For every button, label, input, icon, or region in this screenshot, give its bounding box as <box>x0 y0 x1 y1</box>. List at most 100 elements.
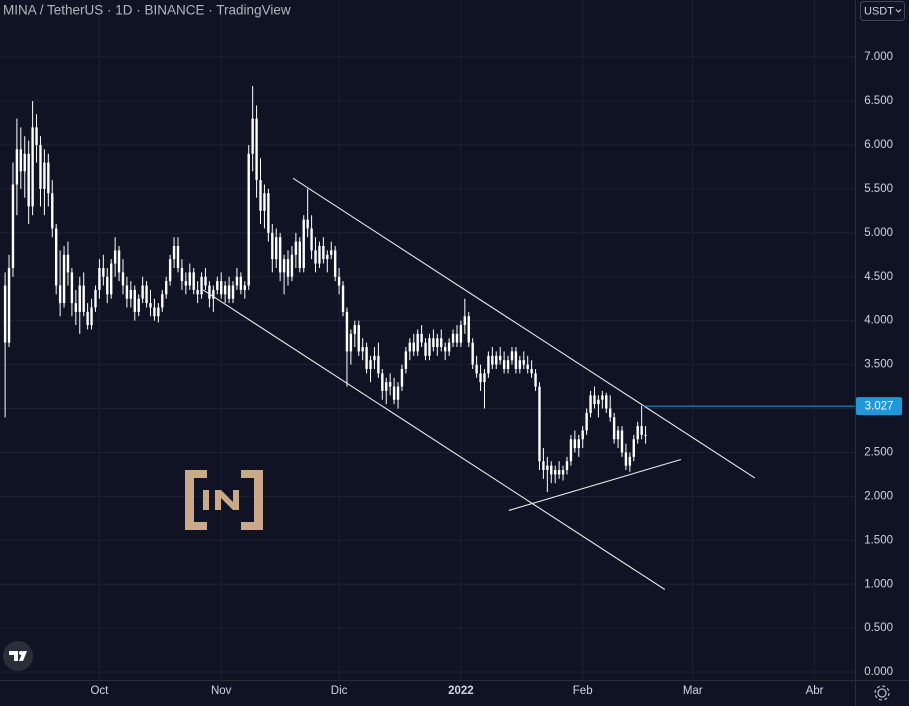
candle-body <box>290 254 294 277</box>
candle-body <box>243 285 246 290</box>
candle-body <box>165 281 168 295</box>
price-label: 3.027 <box>865 401 894 413</box>
y-tick-label: 6.500 <box>864 95 893 107</box>
candle-body <box>550 465 553 475</box>
candle-body <box>487 355 490 374</box>
candle-body <box>479 373 482 383</box>
x-tick-label: Dic <box>331 685 348 697</box>
candle-body <box>168 259 172 282</box>
candle-body <box>200 276 203 295</box>
candle-body <box>616 430 620 440</box>
y-tick-label: 2.000 <box>864 490 893 502</box>
x-tick-label: Mar <box>683 685 703 697</box>
chevron-icon[interactable] <box>895 9 902 13</box>
candle-body <box>440 338 443 348</box>
candle-body <box>137 298 140 312</box>
candle-body <box>216 281 219 290</box>
plot-area <box>3 86 855 590</box>
candle-body <box>7 267 11 343</box>
candle-body <box>357 325 360 352</box>
candle-body <box>518 360 522 369</box>
candle-body <box>451 333 455 343</box>
candle-body <box>90 307 93 326</box>
candle-body <box>3 285 7 343</box>
candle-body <box>157 307 160 317</box>
settings-icon-teeth[interactable] <box>874 685 890 701</box>
currency-label[interactable]: USDT <box>864 5 894 17</box>
currency-button-border[interactable] <box>860 1 905 21</box>
candle-body <box>310 228 313 251</box>
y-tick-label: 3.500 <box>864 359 893 371</box>
candle-body <box>498 355 502 361</box>
y-tick-label: 6.000 <box>864 139 893 151</box>
candle-body <box>15 149 19 185</box>
candle-body <box>196 289 199 295</box>
candle-body <box>416 333 419 352</box>
candle-body <box>620 430 624 453</box>
x-tick-label: Abr <box>806 685 824 697</box>
candle-body <box>534 373 537 387</box>
candle-body <box>212 289 215 299</box>
candle-body <box>19 149 23 172</box>
candle-body <box>388 382 392 387</box>
candle-body <box>408 342 412 352</box>
candle-body <box>220 281 223 295</box>
candle-body <box>318 245 321 264</box>
candle-body <box>278 237 282 273</box>
candle-body <box>106 276 109 295</box>
candle-body <box>447 342 451 352</box>
y-tick-label: 5.000 <box>864 227 893 239</box>
candle-body <box>255 118 258 181</box>
candle-body <box>459 325 463 343</box>
candle-body <box>640 426 643 435</box>
candle-body <box>145 285 148 304</box>
candle-body <box>569 439 573 462</box>
candle-body <box>113 250 117 264</box>
candle-body <box>94 289 97 308</box>
candle-body <box>306 219 309 229</box>
candle-body <box>491 355 494 365</box>
candle-body <box>628 456 632 466</box>
candle-body <box>161 294 164 308</box>
candle-body <box>612 417 616 440</box>
candle-body <box>133 289 136 312</box>
candle-body <box>546 465 549 471</box>
candle-body <box>400 368 404 387</box>
candle-body <box>443 347 447 352</box>
candle-body <box>302 219 305 268</box>
candle-body <box>589 395 592 413</box>
logo-dot[interactable] <box>19 651 23 655</box>
candle-body <box>180 267 184 282</box>
candle-body <box>526 364 529 369</box>
x-tick-label: Feb <box>573 685 593 697</box>
candle-body <box>593 395 596 405</box>
candle-body <box>39 144 42 189</box>
candle-body <box>286 259 290 277</box>
candle-body <box>294 241 298 255</box>
candle-body <box>239 276 243 290</box>
candle-body <box>404 351 408 369</box>
currency-button[interactable]: USDT <box>860 1 905 21</box>
candle-body <box>192 272 195 290</box>
settings-button[interactable] <box>874 685 890 701</box>
candle-body <box>70 272 74 304</box>
candle-body <box>467 316 470 343</box>
candle-body <box>557 470 561 475</box>
candle-body <box>121 272 125 286</box>
candle-body <box>381 373 384 391</box>
candle-body <box>54 228 58 286</box>
candle-body <box>632 439 635 457</box>
candle-body <box>102 267 105 277</box>
candle-body <box>353 325 357 334</box>
settings-icon[interactable] <box>877 688 887 698</box>
y-tick-label: 1.000 <box>864 578 893 590</box>
candle-body <box>188 272 191 286</box>
price-label-box <box>856 397 902 416</box>
candle-body <box>624 452 628 466</box>
candle-body <box>247 153 250 286</box>
candle-body <box>298 241 302 268</box>
candle-body <box>636 426 639 440</box>
tradingview-logo[interactable] <box>3 641 33 671</box>
candle-body <box>58 285 62 304</box>
